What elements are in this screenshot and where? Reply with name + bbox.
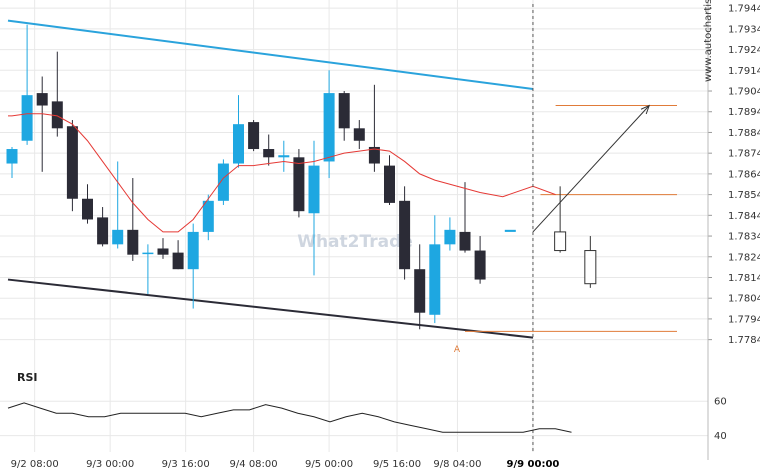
candle-body [97, 217, 109, 245]
candle-body [21, 95, 33, 141]
y-tick-label: 1.7884 [728, 128, 760, 139]
forecast-candle-body [584, 250, 597, 285]
candle-body [6, 149, 18, 164]
candle-body [399, 200, 411, 270]
moving-average-line [8, 113, 556, 233]
x-tick-label: 9/5 16:00 [373, 459, 421, 470]
candle-body [51, 101, 63, 129]
y-tick-label: 1.7804 [728, 294, 760, 305]
candle-body [202, 200, 214, 232]
rsi-line [7, 402, 572, 433]
projection-arrowhead [640, 104, 651, 115]
candle-body [172, 252, 184, 270]
forecast-candle-body [554, 231, 567, 252]
level-lines [465, 105, 677, 332]
candle-body [82, 198, 93, 220]
candle-body [112, 229, 124, 245]
x-tick-label: 9/2 08:00 [11, 459, 59, 470]
candle-body [504, 229, 516, 232]
upper-channel-line [7, 19, 534, 90]
projection-arrow [532, 104, 651, 233]
moving-average [8, 113, 556, 233]
x-tick-label: 9/3 16:00 [162, 459, 210, 470]
rsi-tick-label: 40 [714, 431, 727, 442]
y-axis: 1.7784 1.7794 1.7804 1.7814 1.7824 1.7834 1.78… [707, 0, 760, 460]
y-tick-label: 1.7904 [728, 87, 760, 98]
y-tick-label: 1.7864 [728, 169, 760, 180]
candle-body [248, 122, 260, 150]
candle-body [36, 93, 48, 106]
candle-body [127, 229, 139, 255]
rsi-axis: 60 40 [714, 397, 727, 442]
candle-body [459, 231, 471, 251]
candle-body [353, 128, 365, 141]
y-tick-label: 1.7814 [728, 273, 760, 284]
candle-body [323, 93, 335, 162]
channel-lines [7, 19, 534, 339]
candle-body [384, 165, 395, 203]
candle-body [233, 124, 244, 164]
candle-body [414, 269, 426, 313]
candle-body [142, 252, 154, 255]
y-tick-label: 1.7844 [728, 211, 760, 222]
site-label: www.autochartist.com [703, 0, 714, 82]
candle-body [187, 231, 199, 270]
rsi-title: RSI [17, 371, 38, 384]
y-tick-label: 1.7784 [728, 335, 760, 346]
candle-body [66, 126, 78, 199]
candle-body [444, 229, 456, 245]
y-tick-label: 1.7834 [728, 232, 760, 243]
y-tick-label: 1.7944 [728, 4, 760, 15]
x-tick-label: 9/3 00:00 [86, 459, 134, 470]
y-tick-label: 1.7914 [728, 66, 760, 77]
y-tick-label: 1.7894 [728, 107, 760, 118]
candle-body [308, 165, 320, 214]
candle-body [263, 149, 275, 158]
candle-body [157, 248, 169, 255]
candle-body [338, 93, 350, 129]
candle-body [474, 250, 486, 280]
x-tick-label: 9/9 00:00 [507, 459, 560, 470]
candle-body [278, 155, 290, 158]
y-tick-label: 1.7934 [728, 24, 760, 35]
candle-body [293, 157, 305, 212]
y-tick-label: 1.7824 [728, 252, 760, 263]
rsi-tick-label: 60 [714, 397, 727, 408]
rsi-polyline [7, 402, 572, 433]
x-tick-label: 9/5 00:00 [305, 459, 353, 470]
x-axis: 9/2 08:00 9/3 00:00 9/3 16:00 9/4 08:00 9/5 … [11, 459, 560, 470]
candle-body [368, 146, 380, 164]
lower-channel-line [7, 278, 534, 339]
pattern-marker: A [454, 345, 461, 355]
watermark: What2Trade [297, 232, 413, 252]
x-tick-label: 9/8 04:00 [433, 459, 481, 470]
y-tick-label: 1.7874 [728, 149, 760, 160]
candle-body [429, 244, 441, 315]
candle-body [217, 163, 229, 201]
rsi-grid-lines [0, 400, 708, 437]
x-tick-label: 9/4 08:00 [230, 459, 278, 470]
y-tick-label: 1.7924 [728, 45, 760, 56]
candles [6, 24, 597, 330]
y-tick-label: 1.7854 [728, 190, 760, 201]
projection-line [532, 105, 650, 233]
y-tick-label: 1.7794 [728, 314, 760, 325]
